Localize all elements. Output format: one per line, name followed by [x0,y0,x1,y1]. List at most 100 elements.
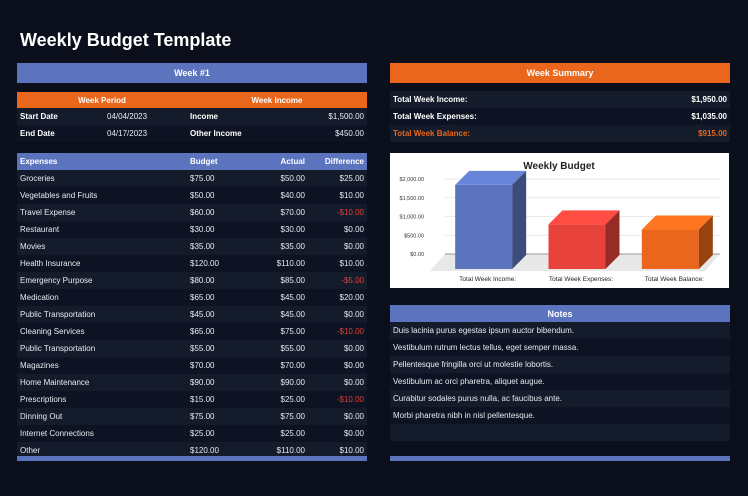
expense-actual: $55.00 [280,344,305,353]
week-period-header-row: Week Period Week Income [17,92,367,108]
summary-label: Total Week Income: [393,95,468,104]
expense-difference: $10.00 [339,446,364,455]
note-text: Vestibulum rutrum lectus tellus, eget se… [393,343,579,352]
bar-side [512,170,527,269]
page-title: Weekly Budget Template [20,30,232,50]
expense-row: Emergency Purpose $80.00 $85.00 -$5.00 [17,272,367,289]
summary-row: Total Week Balance: $915.00 [390,125,730,142]
expense-name: Home Maintenance [20,378,90,387]
expense-name: Magazines [20,361,59,370]
expense-name: Other [20,446,41,455]
expense-actual: $110.00 [276,259,305,268]
expense-difference: -$10.00 [336,208,364,217]
expense-name: Public Transportation [20,344,96,353]
expense-difference: $0.00 [343,242,364,251]
note-item: Duis lacinia purus egestas ipsum auctor … [390,322,730,339]
bar-side [698,215,713,269]
expense-actual: $85.00 [280,276,305,285]
note-text: Curabitur sodales purus nulla, ac faucib… [393,394,562,403]
expense-actual: $25.00 [280,395,305,404]
expense-name: Restaurant [20,225,60,234]
expense-budget: $65.00 [190,327,215,336]
expense-actual: $75.00 [280,412,305,421]
expense-actual: $30.00 [280,225,305,234]
expenses-footer [17,456,367,461]
summary-value: $1,035.00 [691,112,727,121]
note-text: Morbi pharetra nibh in nisl pellentesque… [393,411,535,420]
x-category-label: Total Week Income: [459,276,516,283]
expense-budget: $55.00 [190,344,215,353]
expense-difference: $0.00 [343,378,364,387]
summary-table: Total Week Income: $1,950.00 Total Week Ex… [390,91,730,142]
expense-row: Medication $65.00 $45.00 $20.00 [17,289,367,306]
column-header-expenses: Expenses [20,157,58,166]
expense-difference: $25.00 [339,174,364,183]
expense-budget: $80.00 [190,276,215,285]
notes-list: Duis lacinia purus egestas ipsum auctor … [390,322,730,441]
expense-row: Travel Expense $60.00 $70.00 -$10.00 [17,204,367,221]
expense-difference: -$10.00 [336,327,364,336]
week-row-date: 04/17/2023 [107,129,148,138]
chart-title: Weekly Budget [523,161,595,172]
expense-row: Movies $35.00 $35.00 $0.00 [17,238,367,255]
expense-actual: $110.00 [276,446,305,455]
expense-budget: $120.00 [190,259,219,268]
expense-budget: $70.00 [190,361,215,370]
column-header-actual: Actual [280,157,305,166]
expenses-table: Groceries $75.00 $50.00 $25.00 Vegetables an… [17,170,367,459]
summary-value: $915.00 [698,129,727,138]
expense-difference: $10.00 [339,259,364,268]
expense-budget: $35.00 [190,242,215,251]
expense-row: Prescriptions $15.00 $25.00 -$10.00 [17,391,367,408]
expense-actual: $45.00 [280,310,305,319]
expense-name: Medication [20,293,59,302]
expense-name: Vegetables and Fruits [20,191,98,200]
expense-budget: $45.00 [190,310,215,319]
week-income-header: Week Income [251,95,303,105]
expense-difference: $0.00 [343,412,364,421]
y-tick-label: $1,000.00 [400,215,424,221]
week-row: Start Date 04/04/2023 Income $1,500.00 [17,108,367,125]
week-period-header: Week Period [78,95,126,105]
expense-actual: $50.00 [280,174,305,183]
expense-actual: $45.00 [280,293,305,302]
week-period-table: Start Date 04/04/2023 Income $1,500.00 End D… [17,108,367,142]
expense-row: Dinning Out $75.00 $75.00 $0.00 [17,408,367,425]
expense-actual: $35.00 [280,242,305,251]
expense-actual: $40.00 [280,191,305,200]
expense-row: Health Insurance $120.00 $110.00 $10.00 [17,255,367,272]
expense-budget: $75.00 [190,412,215,421]
week-row: End Date 04/17/2023 Other Income $450.00 [17,125,367,142]
bar-front [455,184,513,269]
week-row-date: 04/04/2023 [107,112,148,121]
column-header-difference: Difference [324,157,364,166]
notes-footer [390,456,730,461]
note-item: Vestibulum ac orci pharetra, aliquet aug… [390,373,730,390]
expense-row: Groceries $75.00 $50.00 $25.00 [17,170,367,187]
expense-actual: $75.00 [280,327,305,336]
expense-actual: $90.00 [280,378,305,387]
expense-difference: $0.00 [343,225,364,234]
summary-label: Total Week Expenses: [393,112,477,121]
expense-difference: $20.00 [339,293,364,302]
expense-difference: -$10.00 [336,395,364,404]
expense-name: Dinning Out [20,412,63,421]
bar-side [605,210,620,269]
expense-budget: $15.00 [190,395,215,404]
expense-name: Emergency Purpose [20,276,93,285]
bar-top [641,215,713,230]
x-category-label: Total Week Expenses: [549,276,613,283]
bar-front [548,224,606,269]
expense-difference: $0.00 [343,429,364,438]
expense-name: Groceries [20,174,55,183]
expense-row: Magazines $70.00 $70.00 $0.00 [17,357,367,374]
expense-budget: $50.00 [190,191,215,200]
notes-header: Notes [390,305,730,322]
note-item [390,424,730,441]
summary-label: Total Week Balance: [393,129,471,138]
expense-row: Home Maintenance $90.00 $90.00 $0.00 [17,374,367,391]
expense-name: Internet Connections [20,429,94,438]
expense-budget: $30.00 [190,225,215,234]
income-label: Income [190,112,219,121]
income-label: Other Income [190,129,242,138]
